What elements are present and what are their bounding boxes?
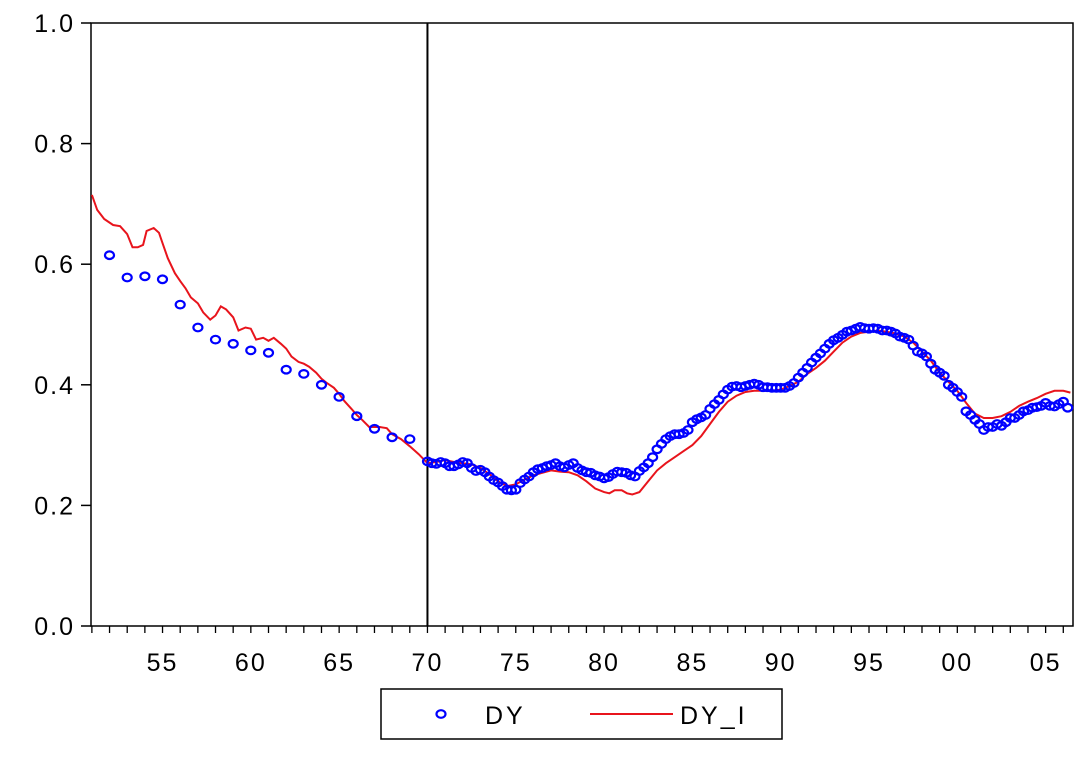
- x-tick-label: 95: [853, 649, 885, 677]
- x-tick-label: 55: [147, 649, 179, 677]
- legend: DY DY_I: [380, 688, 783, 740]
- dy-point: [174, 299, 186, 310]
- dy-point: [245, 345, 257, 356]
- x-tick-label: 75: [500, 649, 532, 677]
- dy-point: [682, 425, 694, 435]
- x-tick-label: 90: [765, 649, 797, 677]
- y-tick-label: 0.2: [34, 492, 75, 520]
- x-tick-label: 05: [1030, 649, 1062, 677]
- dy-point: [209, 334, 222, 345]
- dy-point: [1062, 402, 1074, 413]
- y-tick-label: 1.0: [34, 10, 75, 38]
- x-tick-label: 85: [676, 649, 708, 677]
- dy-point: [920, 351, 933, 362]
- dy-point: [227, 338, 239, 349]
- dy-point: [505, 485, 517, 496]
- dy-point: [298, 369, 310, 379]
- x-axis: 55 60 65 70 75 80 85 90 95 00 05: [91, 626, 1064, 677]
- legend-box: [380, 688, 783, 740]
- dy-point: [156, 274, 169, 285]
- dy-point: [938, 370, 950, 381]
- dy-point: [139, 271, 151, 282]
- dy-point: [368, 423, 381, 434]
- dy-point: [386, 432, 398, 443]
- x-tick-label: 80: [588, 649, 620, 677]
- dy-point: [280, 364, 292, 375]
- dy-point: [333, 392, 345, 402]
- legend-dy-i-label: DY_I: [680, 702, 748, 730]
- dy-point: [646, 452, 659, 463]
- y-tick-label: 0.0: [34, 613, 75, 641]
- dy-point: [351, 411, 363, 422]
- dy-point: [121, 272, 133, 283]
- dy-point: [616, 467, 628, 478]
- plot-frame: [90, 22, 1074, 627]
- x-tick-label: 60: [235, 649, 267, 677]
- x-tick-label: 70: [412, 649, 444, 677]
- dy-point: [404, 434, 416, 445]
- dy-point: [192, 322, 204, 333]
- series-dy: [103, 250, 1074, 496]
- y-tick-label: 0.8: [34, 131, 75, 159]
- dy-point: [262, 347, 275, 358]
- dy-point: [103, 250, 116, 261]
- y-tick-label: 0.4: [34, 372, 75, 400]
- y-axis: 0.0 0.2 0.4 0.6 0.8 1.0: [34, 10, 91, 641]
- dy-point: [956, 392, 968, 402]
- legend-dy-marker: [435, 709, 447, 719]
- y-tick-label: 0.6: [34, 251, 75, 279]
- legend-dy-label: DY: [485, 702, 526, 730]
- x-tick-label: 00: [941, 649, 973, 677]
- dy-point: [315, 379, 328, 390]
- x-tick-label: 65: [323, 649, 355, 677]
